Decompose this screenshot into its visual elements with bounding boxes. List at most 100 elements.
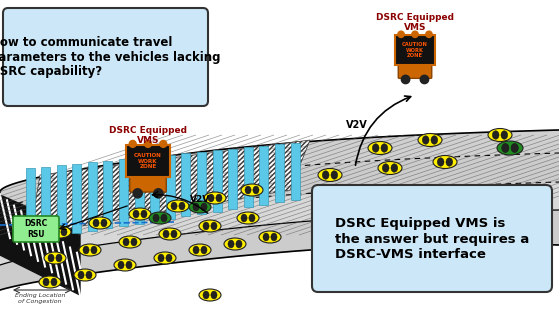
Circle shape xyxy=(426,31,432,38)
Circle shape xyxy=(129,141,136,147)
Ellipse shape xyxy=(492,131,499,139)
Ellipse shape xyxy=(237,212,259,224)
Ellipse shape xyxy=(53,228,59,236)
Ellipse shape xyxy=(253,186,259,194)
Ellipse shape xyxy=(331,171,338,179)
Ellipse shape xyxy=(149,212,171,224)
Ellipse shape xyxy=(119,236,141,248)
Ellipse shape xyxy=(204,192,226,204)
Ellipse shape xyxy=(241,214,247,222)
Text: V2V: V2V xyxy=(346,120,368,130)
Polygon shape xyxy=(0,210,559,290)
FancyBboxPatch shape xyxy=(398,62,432,78)
Ellipse shape xyxy=(245,186,251,194)
Bar xyxy=(244,147,253,207)
Ellipse shape xyxy=(167,200,189,212)
Circle shape xyxy=(145,141,151,147)
Ellipse shape xyxy=(216,194,222,202)
Circle shape xyxy=(398,31,404,38)
Ellipse shape xyxy=(437,158,444,166)
Ellipse shape xyxy=(323,171,329,179)
Text: DSRC Equipped
VMS: DSRC Equipped VMS xyxy=(109,126,187,145)
Ellipse shape xyxy=(78,271,84,279)
Ellipse shape xyxy=(259,231,281,243)
Polygon shape xyxy=(0,130,559,212)
Bar xyxy=(135,158,144,223)
Ellipse shape xyxy=(199,289,221,301)
Ellipse shape xyxy=(123,238,129,246)
Ellipse shape xyxy=(74,269,96,281)
Ellipse shape xyxy=(418,134,442,146)
Bar xyxy=(275,144,284,202)
Ellipse shape xyxy=(129,208,151,220)
Bar xyxy=(126,145,170,177)
Ellipse shape xyxy=(166,254,172,262)
Ellipse shape xyxy=(201,203,207,211)
Bar xyxy=(103,160,112,228)
Ellipse shape xyxy=(446,158,453,166)
Ellipse shape xyxy=(271,233,277,241)
Ellipse shape xyxy=(179,202,185,210)
Bar xyxy=(197,152,206,214)
Ellipse shape xyxy=(61,228,67,236)
Text: DSRC
RSU: DSRC RSU xyxy=(25,219,48,239)
Ellipse shape xyxy=(241,184,263,196)
Ellipse shape xyxy=(189,201,211,213)
Circle shape xyxy=(154,189,163,198)
Text: CAUTION
WORK
ZONE: CAUTION WORK ZONE xyxy=(402,42,428,58)
Ellipse shape xyxy=(159,228,181,240)
Ellipse shape xyxy=(153,214,159,222)
Ellipse shape xyxy=(171,230,177,238)
Ellipse shape xyxy=(199,220,221,232)
Ellipse shape xyxy=(141,210,147,218)
Polygon shape xyxy=(0,182,559,265)
Text: V2V: V2V xyxy=(190,195,210,204)
Ellipse shape xyxy=(318,169,342,181)
Ellipse shape xyxy=(91,246,97,254)
Ellipse shape xyxy=(208,194,214,202)
Ellipse shape xyxy=(211,291,217,299)
Circle shape xyxy=(133,189,142,198)
Ellipse shape xyxy=(422,136,429,144)
Ellipse shape xyxy=(203,291,209,299)
Ellipse shape xyxy=(228,240,234,248)
Ellipse shape xyxy=(126,261,132,269)
Ellipse shape xyxy=(51,278,57,286)
Ellipse shape xyxy=(163,230,169,238)
Ellipse shape xyxy=(43,278,49,286)
Bar xyxy=(119,159,128,226)
Ellipse shape xyxy=(89,217,111,229)
Ellipse shape xyxy=(171,202,177,210)
Ellipse shape xyxy=(511,143,518,152)
Ellipse shape xyxy=(236,240,242,248)
Bar xyxy=(259,146,268,205)
Text: DSRC Equipped VMS is
the answer but requires a
DSRC-VMS interface: DSRC Equipped VMS is the answer but requ… xyxy=(335,218,529,261)
Circle shape xyxy=(160,141,167,147)
FancyBboxPatch shape xyxy=(130,174,166,192)
Bar xyxy=(26,168,35,240)
Ellipse shape xyxy=(382,164,389,172)
Ellipse shape xyxy=(497,141,523,155)
Bar xyxy=(228,149,237,209)
Ellipse shape xyxy=(93,219,99,227)
FancyBboxPatch shape xyxy=(13,216,59,242)
Ellipse shape xyxy=(431,136,438,144)
Ellipse shape xyxy=(133,210,139,218)
Ellipse shape xyxy=(203,222,209,230)
Bar xyxy=(181,153,191,216)
Ellipse shape xyxy=(501,143,509,152)
Bar xyxy=(150,156,159,221)
Ellipse shape xyxy=(83,246,89,254)
Ellipse shape xyxy=(189,244,211,256)
Polygon shape xyxy=(0,195,80,295)
FancyBboxPatch shape xyxy=(312,185,552,292)
Ellipse shape xyxy=(154,252,176,264)
Ellipse shape xyxy=(131,238,137,246)
FancyBboxPatch shape xyxy=(3,8,208,106)
Ellipse shape xyxy=(56,254,62,262)
Bar xyxy=(166,155,175,219)
Ellipse shape xyxy=(433,155,457,169)
Ellipse shape xyxy=(263,233,269,241)
Bar xyxy=(72,164,81,233)
Ellipse shape xyxy=(44,252,66,264)
